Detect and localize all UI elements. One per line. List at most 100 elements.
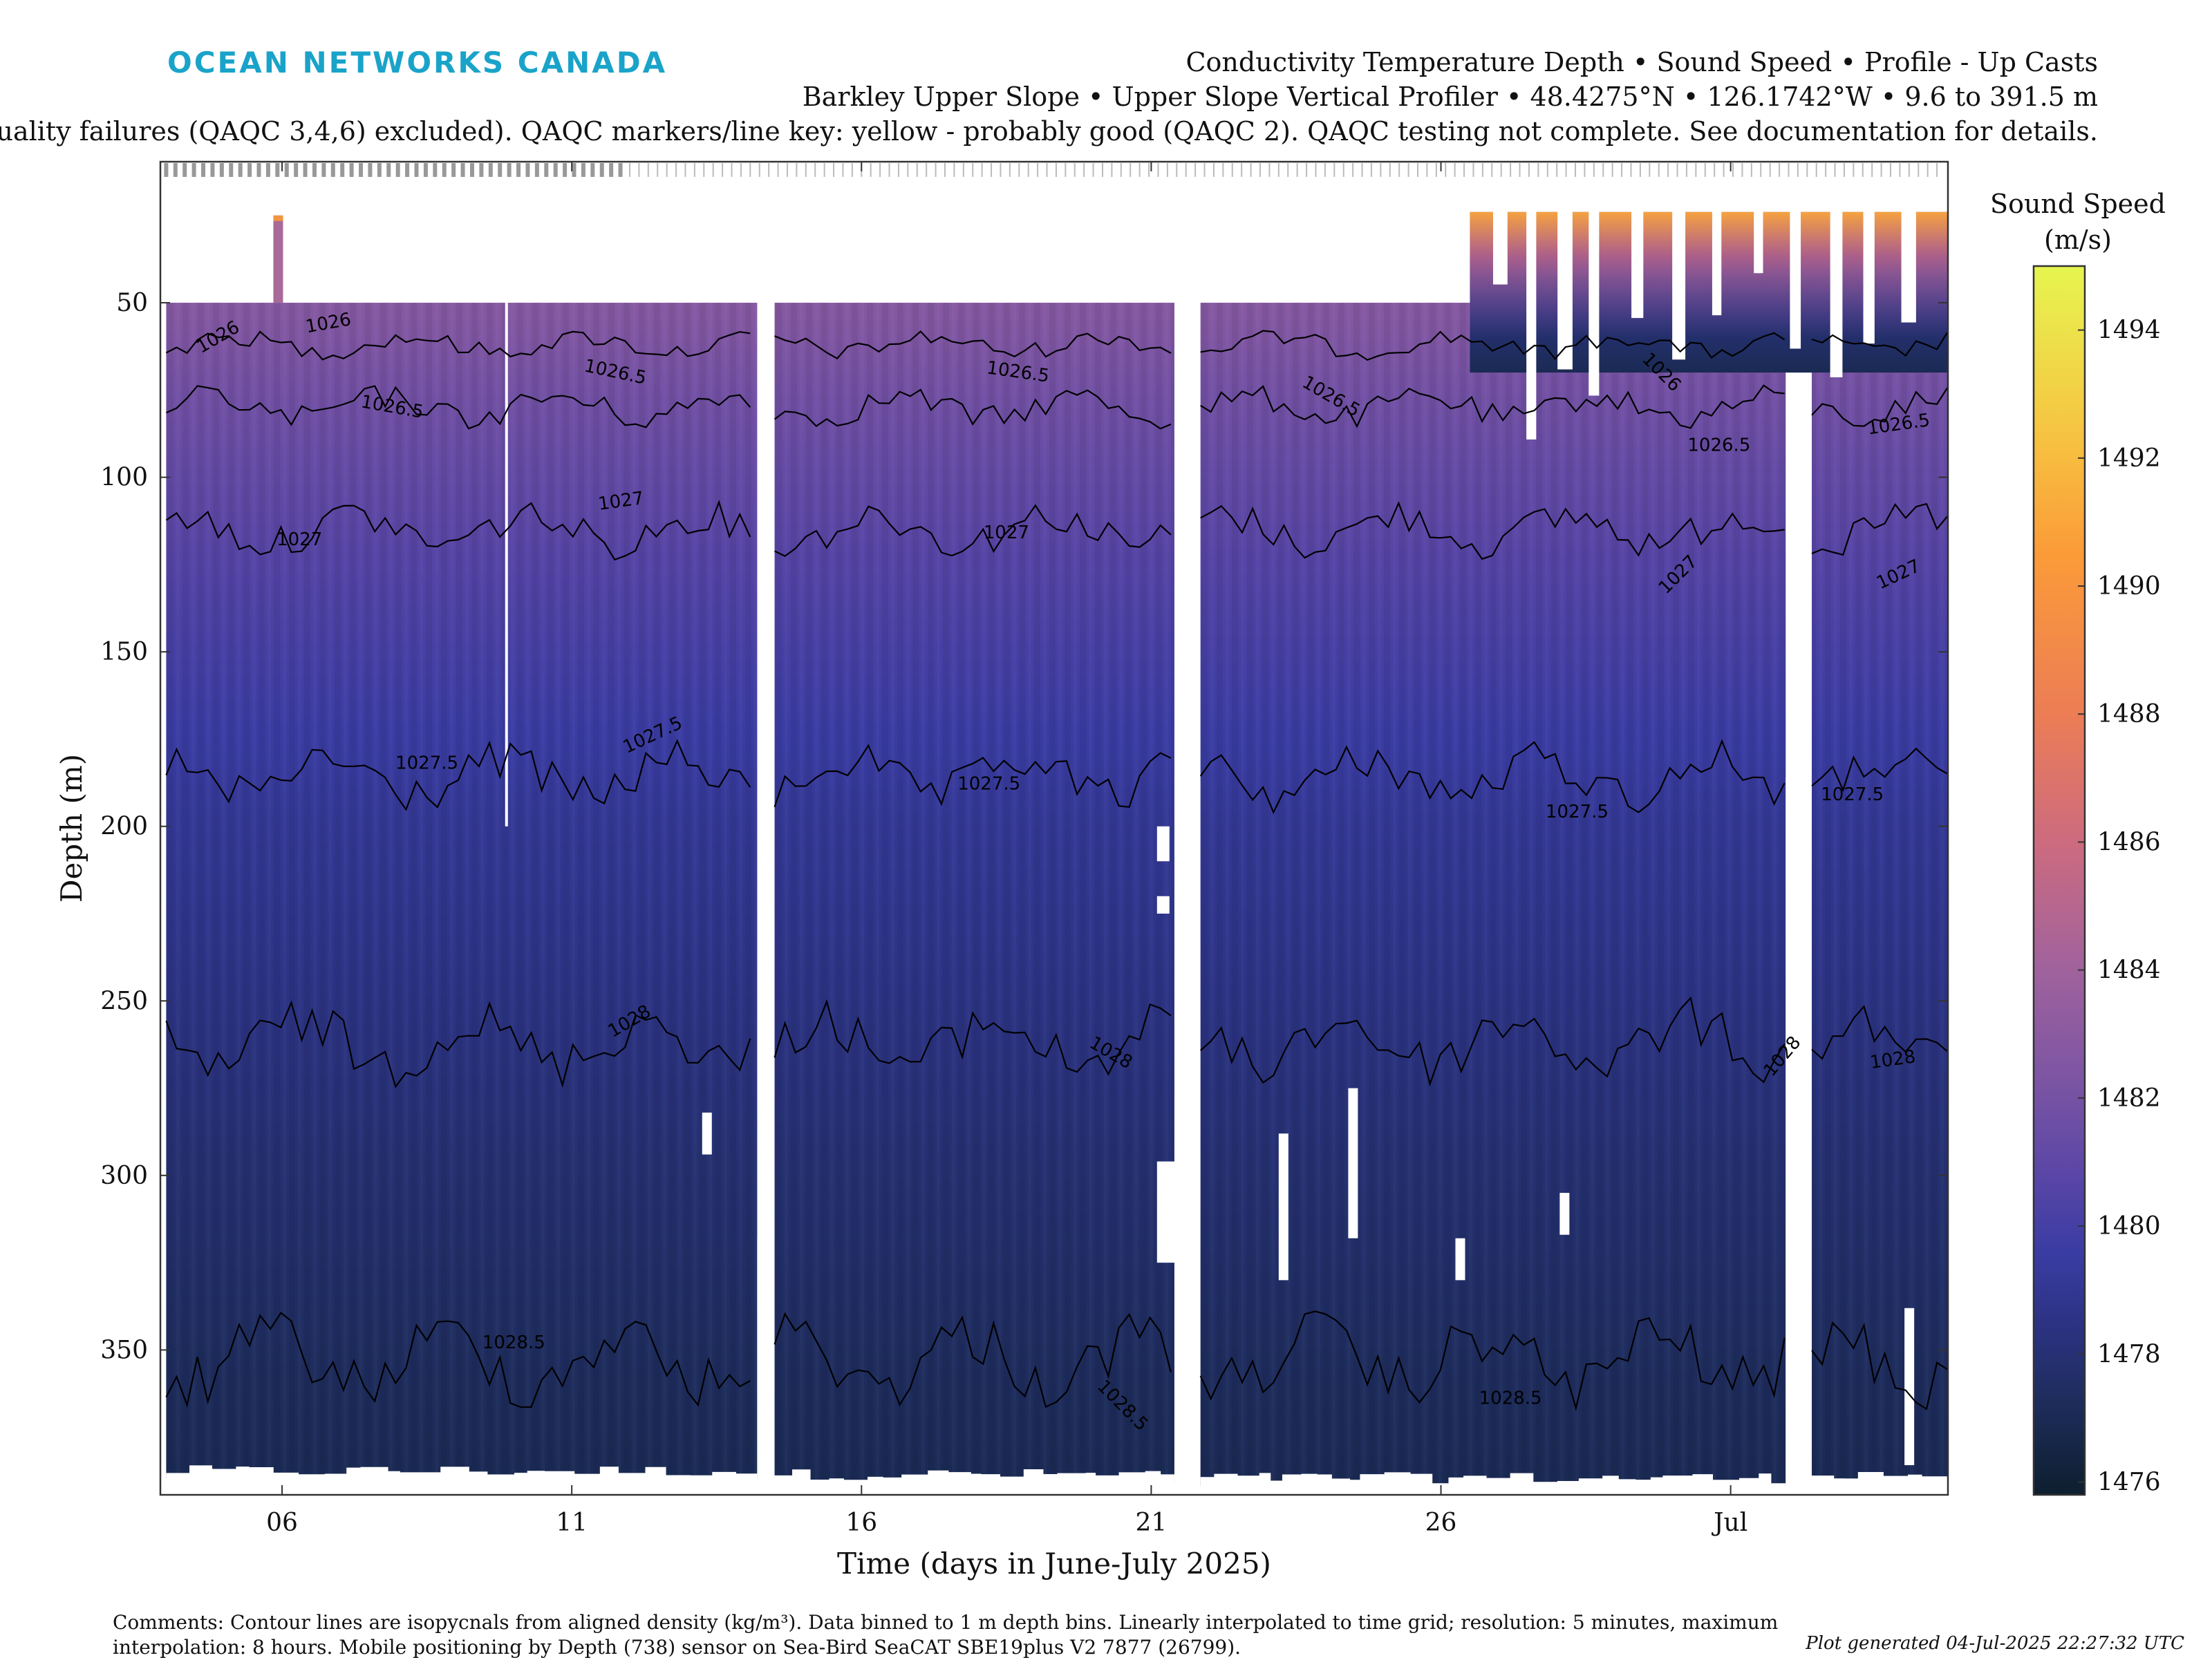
data-gap-edge <box>166 1465 758 1507</box>
contour-label: 1027.5 <box>1821 784 1884 805</box>
data-gap-edge <box>774 1469 1174 1511</box>
missing-cast <box>1588 205 1600 396</box>
y-tick-label: 300 <box>100 1162 148 1190</box>
isopycnal-1027 <box>1200 500 1785 560</box>
data-gap <box>1156 826 1170 862</box>
data-gap <box>1904 1308 1915 1466</box>
missing-cast <box>1526 205 1537 440</box>
axes: Depth (m) Time (days in June-July 2025) … <box>55 160 1949 1581</box>
isopycnal-1028.5 <box>1811 1321 1948 1411</box>
data-gap <box>702 1112 712 1155</box>
data-gap <box>1348 1088 1358 1238</box>
x-tick-label: 11 <box>556 1509 588 1537</box>
colorbar-scale <box>2032 265 2086 1496</box>
contour-label: 1028.5 <box>1479 1388 1542 1409</box>
missing-cast <box>1790 205 1801 349</box>
surface-cast-spike <box>273 215 283 303</box>
missing-cast <box>1557 205 1573 370</box>
chart-title-line2: Barkley Upper Slope • Upper Slope Vertic… <box>802 82 2098 112</box>
missing-cast <box>1754 205 1763 274</box>
data-gap <box>1791 1175 1807 1315</box>
data-gap <box>1559 1193 1570 1235</box>
colorbar-tick-label: 1480 <box>2097 1212 2161 1241</box>
y-tick-label: 50 <box>116 289 148 317</box>
data-gap <box>1278 1133 1288 1281</box>
x-tick-label: 26 <box>1425 1509 1457 1537</box>
plot-generated-timestamp: Plot generated 04-Jul-2025 22:27:32 UTC <box>1806 1633 2184 1654</box>
x-tick-label: 16 <box>845 1509 877 1537</box>
contour-label: 1028.5 <box>482 1332 545 1353</box>
y-tick-label: 350 <box>100 1336 148 1364</box>
isopycnal-1028 <box>1199 996 1785 1087</box>
contour-label: 1027 <box>984 522 1029 543</box>
colorbar: Sound Speed (m/s) 1476 1478 1480 1482 1484 14… <box>1990 189 2166 1496</box>
surface-warm-layer <box>1470 211 1948 338</box>
isopycnal-1027 <box>165 500 751 561</box>
isopycnal-1028 <box>165 1000 751 1088</box>
isopycnal-1027 <box>774 504 1172 557</box>
data-gap <box>757 1238 771 1493</box>
isopycnal-1027.5 <box>1199 739 1785 815</box>
y-tick-label: 150 <box>100 638 148 666</box>
colorbar-tick-label: 1476 <box>2097 1468 2161 1496</box>
colorbar-tick-label: 1494 <box>2097 317 2161 345</box>
chart-title-line1: Conductivity Temperature Depth • Sound S… <box>1185 47 2098 77</box>
data-gap <box>505 303 508 827</box>
isopycnal-1028 <box>1811 1005 1948 1060</box>
surface-cast-spike-top <box>273 215 283 221</box>
data-segment-texture <box>774 303 1174 1483</box>
missing-cast <box>1901 205 1916 323</box>
plot-frame <box>159 160 1949 1496</box>
colorbar-units: (m/s) <box>2044 225 2112 255</box>
x-tick-label: 21 <box>1136 1509 1168 1537</box>
data-gap <box>1156 1161 1175 1263</box>
x-axis-label: Time (days in June-July 2025) <box>837 1547 1271 1581</box>
data-gap <box>1156 896 1170 914</box>
isopycnal-1026 <box>1200 330 1785 361</box>
contour-label: 1027.5 <box>1546 802 1609 822</box>
isopycnal-1026.5 <box>774 388 1172 430</box>
data-segment-texture <box>1200 303 1786 1487</box>
isopycnal-1027.5 <box>165 739 751 811</box>
isopycnal-1028.5 <box>774 1312 1172 1408</box>
contour-label: 1027 <box>276 529 322 550</box>
missing-cast <box>1672 205 1686 360</box>
missing-cast <box>1492 205 1508 285</box>
y-tick-label: 250 <box>100 987 148 1015</box>
isopycnal-1027 <box>1811 502 1949 556</box>
x-tick-label: Jul <box>1711 1509 1747 1537</box>
chart-title-line3: or quality failures (QAQC 3,4,6) exclude… <box>0 116 2098 147</box>
data-gap-edge <box>1812 1471 1948 1511</box>
missing-cast <box>1631 205 1644 319</box>
y-tick-label: 200 <box>100 813 148 841</box>
isopycnal-1027.5 <box>774 744 1172 808</box>
data-gap <box>1455 1238 1465 1281</box>
contour-label: 1027.5 <box>957 774 1020 795</box>
isopycnal-1028 <box>774 999 1172 1076</box>
isopycnal-1028.5 <box>165 1311 751 1408</box>
contour-label: 1027.5 <box>395 753 458 773</box>
colorbar-tick-label: 1482 <box>2097 1084 2161 1113</box>
x-tick-label: 06 <box>266 1509 298 1537</box>
data-segment-texture <box>1812 303 1948 1483</box>
data-gap <box>1785 777 1807 1493</box>
missing-cast <box>1712 205 1722 316</box>
colorbar-title: Sound Speed <box>1990 189 2166 219</box>
isopycnal-1026 <box>1811 332 1949 357</box>
colorbar-tick-label: 1490 <box>2097 572 2161 601</box>
missing-cast <box>1830 205 1843 377</box>
isopycnal-1028.5 <box>1199 1310 1785 1412</box>
y-tick-label: 100 <box>100 464 148 492</box>
isopycnal-1026 <box>774 330 1172 360</box>
isopycnal-1026 <box>165 330 751 361</box>
colorbar-tick-label: 1492 <box>2097 444 2161 473</box>
isopycnal-1027.5 <box>1811 747 1948 793</box>
colorbar-tick-label: 1478 <box>2097 1340 2161 1368</box>
y-axis-label: Depth (m) <box>55 754 88 903</box>
isopycnal-1026.5 <box>1811 387 1949 427</box>
footer-comment: Comments: Contour lines are isopycnals f… <box>113 1611 1779 1659</box>
colorbar-tick-label: 1486 <box>2097 828 2161 856</box>
isopycnal-1026.5 <box>165 385 751 430</box>
data-segment-texture <box>166 303 758 1480</box>
